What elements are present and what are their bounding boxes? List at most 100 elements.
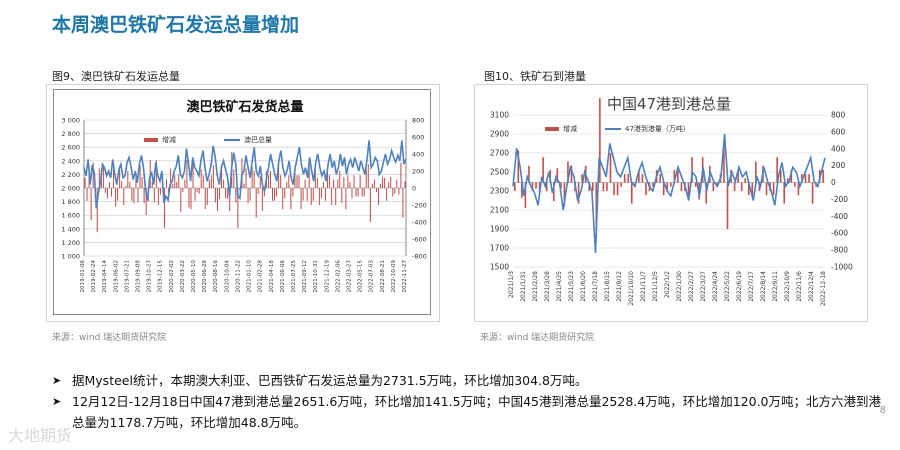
bar	[314, 164, 316, 188]
y-right-tick-label: 200	[412, 168, 424, 176]
bar	[398, 188, 400, 195]
y-left-tick-label: 2 400	[61, 157, 80, 165]
y-right-tick-label: 400	[831, 144, 846, 153]
bar	[267, 175, 269, 188]
legend-bar-label: 增减	[162, 135, 176, 144]
bar	[121, 181, 123, 188]
bar	[143, 188, 145, 204]
x-tick-label: 2022/4/24	[712, 271, 719, 302]
bar	[797, 182, 800, 196]
x-tick-label: 2022/7/17	[748, 271, 755, 302]
bar	[235, 188, 237, 203]
x-tick-label: 2021/8/15	[604, 271, 611, 302]
bullet-item: ➤ 12月12日-12月18日中国47港到港总量2651.6万吨，环比增加141…	[52, 391, 882, 433]
bar	[630, 182, 633, 204]
bar	[223, 179, 225, 188]
bar	[214, 188, 216, 203]
bullet-text: 12月12日-12月18日中国47港到港总量2651.6万吨，环比增加141.5…	[72, 394, 881, 430]
x-tick-label: 2022-05-15	[358, 260, 364, 293]
bar	[188, 188, 190, 208]
bar	[369, 188, 371, 222]
bar	[400, 162, 402, 188]
bar	[801, 174, 803, 183]
y-right-tick-label: -600	[412, 236, 427, 244]
arrow-bullet-icon: ➤	[52, 395, 62, 408]
y-right-tick-label: 0	[831, 178, 836, 187]
bar	[225, 188, 227, 199]
bullet-list: ➤ 据Mysteel统计，本期澳大利亚、巴西铁矿石发运总量为2731.5万吨，环…	[52, 370, 882, 433]
bar	[804, 174, 807, 183]
bar	[396, 179, 398, 188]
bar	[174, 175, 176, 188]
legend-bar-label: 增减	[563, 124, 577, 133]
bar	[90, 188, 92, 221]
bar	[261, 188, 263, 211]
y-left-tick-label: 2 200	[61, 171, 80, 179]
x-tick-label: 2022-12-18	[820, 271, 827, 306]
bar	[623, 174, 626, 183]
bar	[705, 182, 708, 204]
x-tick-label: 2021/7/18	[592, 271, 599, 302]
bar	[386, 188, 388, 201]
bar	[304, 179, 306, 188]
bar	[552, 182, 555, 202]
y-right-tick-label: 200	[831, 161, 846, 170]
y-left-tick-label: 3100	[490, 111, 509, 120]
bar	[282, 188, 284, 210]
bar	[371, 183, 373, 188]
bar	[117, 188, 119, 201]
bar	[180, 188, 182, 212]
bar	[280, 175, 282, 188]
bar	[380, 183, 382, 188]
bar	[119, 169, 121, 188]
bar	[221, 166, 223, 188]
y-right-tick-label: -200	[831, 195, 848, 204]
bar	[638, 169, 640, 183]
bar	[149, 159, 151, 188]
bar	[308, 162, 310, 188]
bar	[178, 174, 180, 188]
bar	[733, 182, 736, 191]
y-left-tick-label: 2300	[490, 187, 509, 196]
x-tick-label: 2021-04-18	[269, 260, 275, 293]
figure-9-source: 来源：wind 瑞达期货研究院	[52, 333, 167, 343]
bar	[233, 169, 235, 188]
bar	[333, 179, 335, 188]
x-tick-label: 2021/11/7	[640, 271, 647, 302]
bar	[365, 169, 367, 188]
figure-10-chart: 中国47港到港总量 3100 2900 2700 2500 2300 2100 1900 170…	[490, 95, 853, 306]
bar	[229, 188, 231, 211]
x-tick-label: 2022-07-03	[369, 260, 375, 293]
x-tick-label: 2022/5/22	[724, 271, 731, 302]
x-tick-label: 2020-02-02	[169, 260, 175, 293]
y-right-tick-label: 400	[412, 151, 424, 159]
bar	[312, 188, 314, 201]
bar	[324, 188, 327, 201]
legend-line-label: 47港到港量（万吨）	[625, 124, 690, 133]
bar	[765, 182, 768, 196]
bar	[194, 188, 196, 201]
bar	[726, 182, 729, 229]
figure-9-caption: 图9、澳巴铁矿石发运总量	[52, 70, 180, 83]
bar	[384, 177, 386, 188]
y-left-tick-label: 3 000	[61, 117, 80, 125]
bar	[198, 188, 200, 194]
bar	[219, 188, 221, 200]
bar	[111, 188, 113, 197]
bar	[125, 185, 127, 188]
bar	[115, 188, 117, 207]
bar	[123, 188, 125, 205]
x-tick-label: 2021/1/3	[508, 271, 515, 298]
y-right-tick-label: 800	[831, 111, 846, 120]
y-left-tick-label: 2 600	[61, 144, 80, 152]
bar	[322, 182, 324, 188]
x-tick-label: 2021/9/12	[616, 271, 623, 302]
y-right-tick-label: -600	[831, 229, 848, 238]
y-left-tick-label: 1 400	[61, 225, 80, 233]
bar	[616, 182, 619, 196]
y-left-tick-label: 2100	[490, 206, 509, 215]
bar	[339, 171, 341, 188]
x-tick-label: 2021-12-19	[324, 260, 330, 293]
bar	[200, 169, 202, 188]
bar	[263, 188, 265, 197]
